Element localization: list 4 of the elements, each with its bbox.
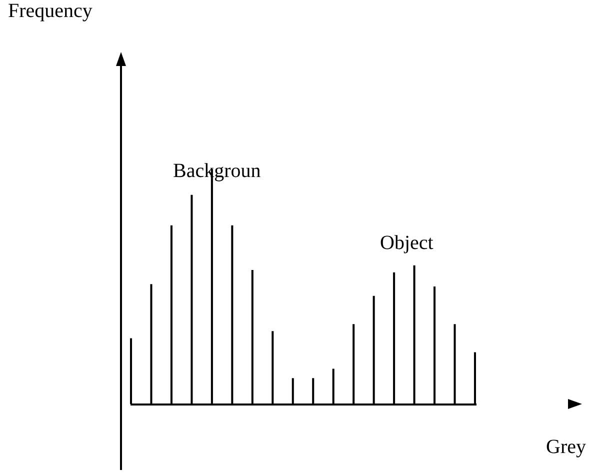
annotation: Object bbox=[380, 232, 434, 255]
x-axis-title: Grey bbox=[546, 436, 586, 459]
text: Frequency bbox=[8, 0, 92, 23]
annotation: Backgroun bbox=[173, 160, 261, 183]
